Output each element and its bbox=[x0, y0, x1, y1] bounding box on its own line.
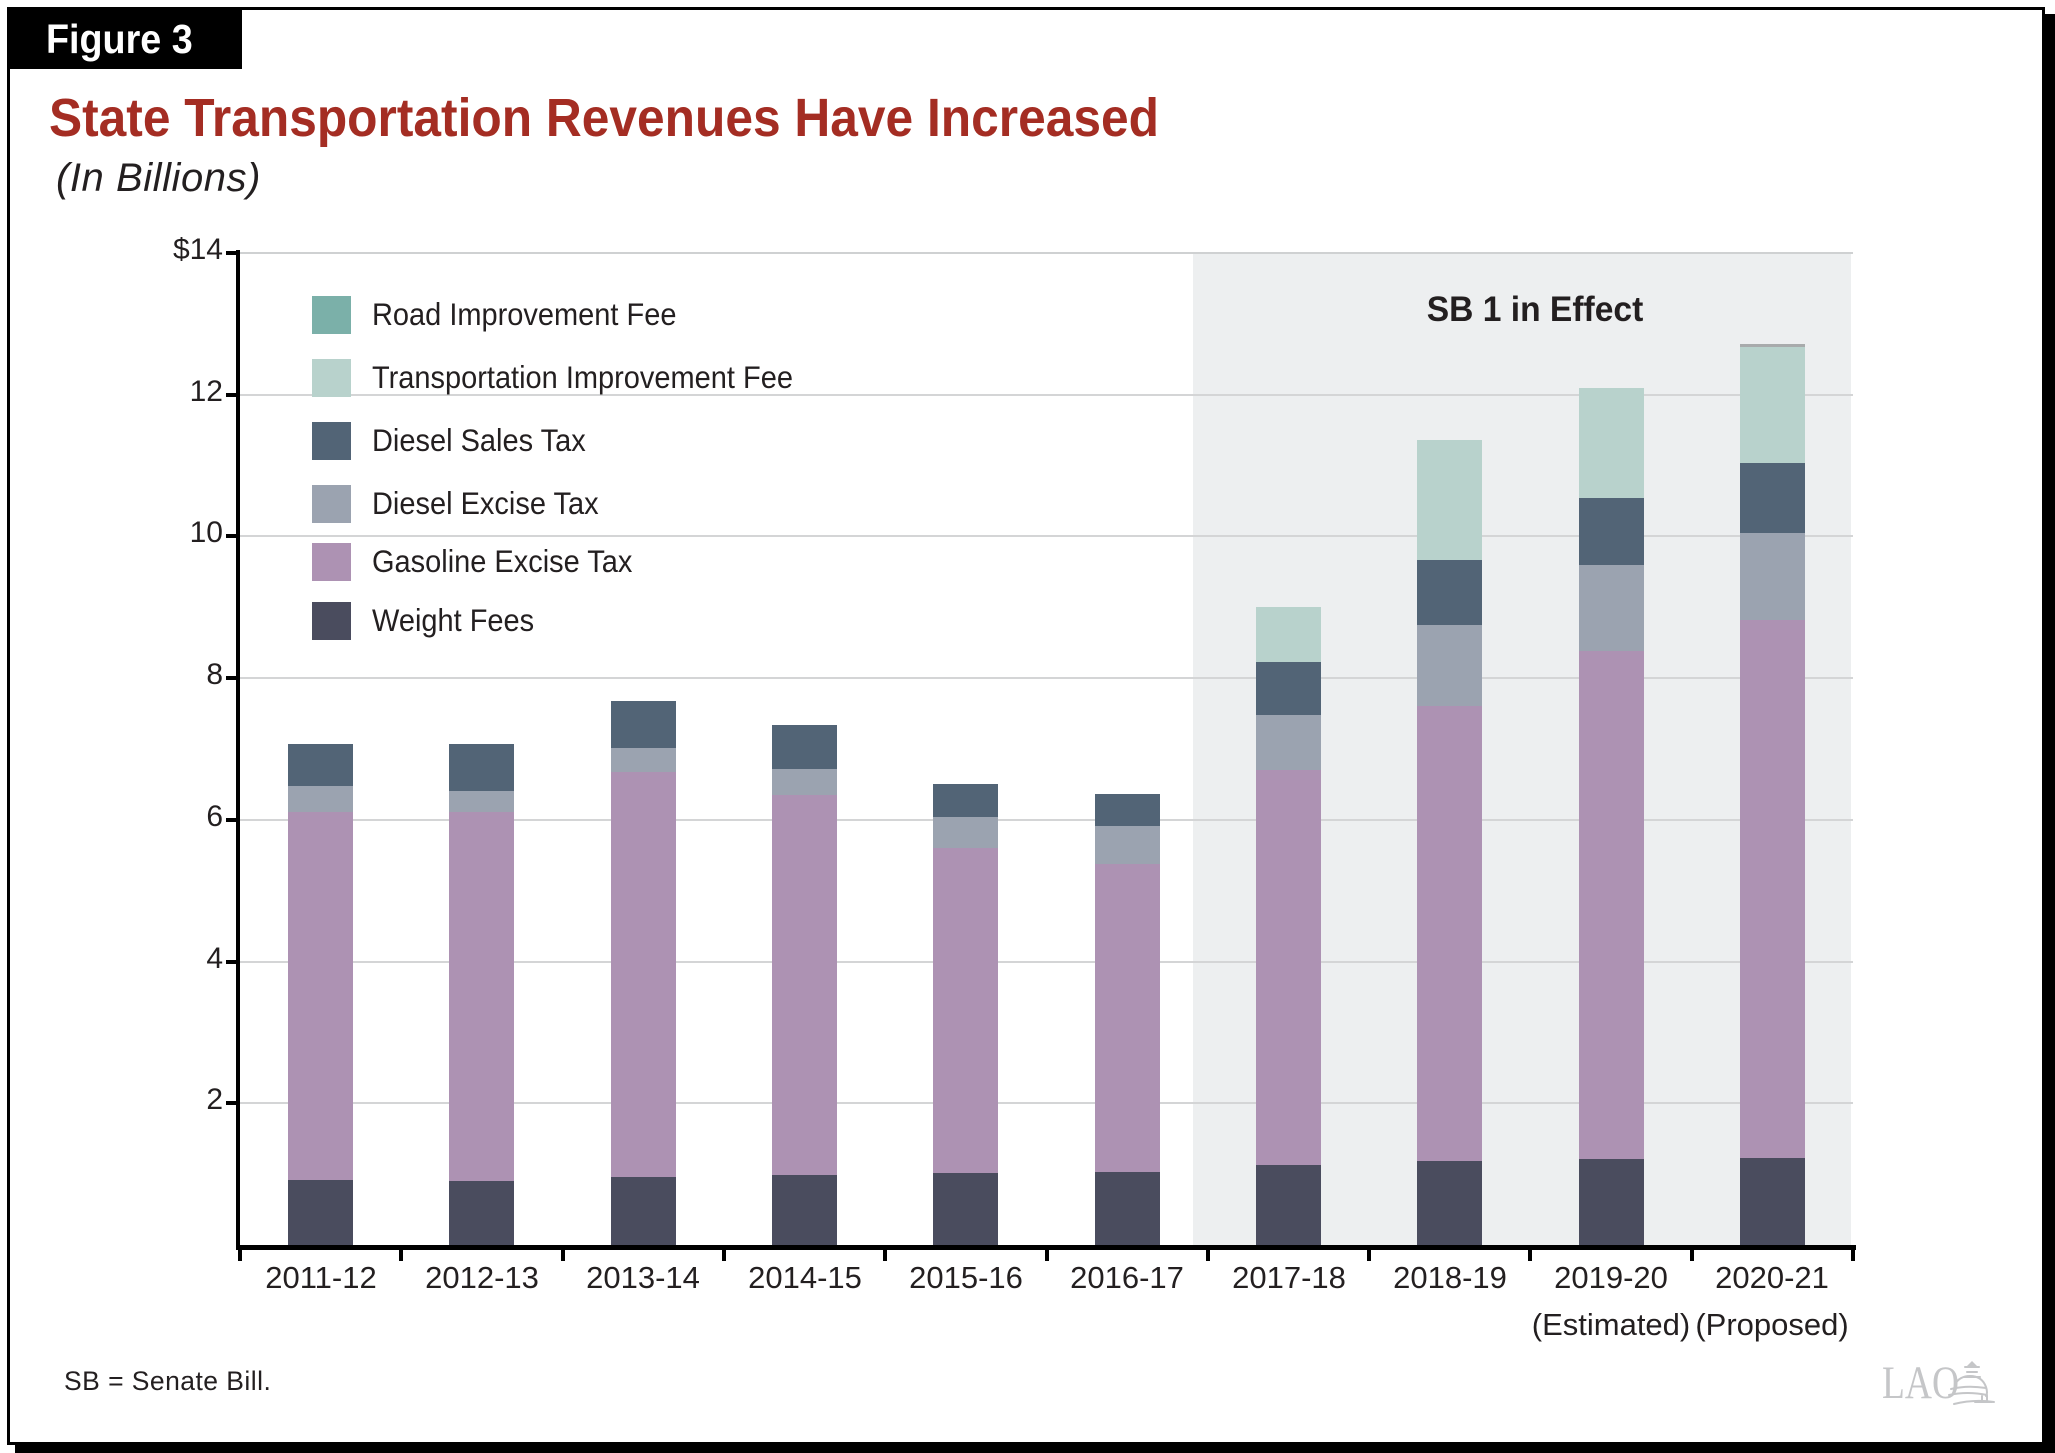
svg-text:LAO: LAO bbox=[1882, 1357, 1959, 1408]
